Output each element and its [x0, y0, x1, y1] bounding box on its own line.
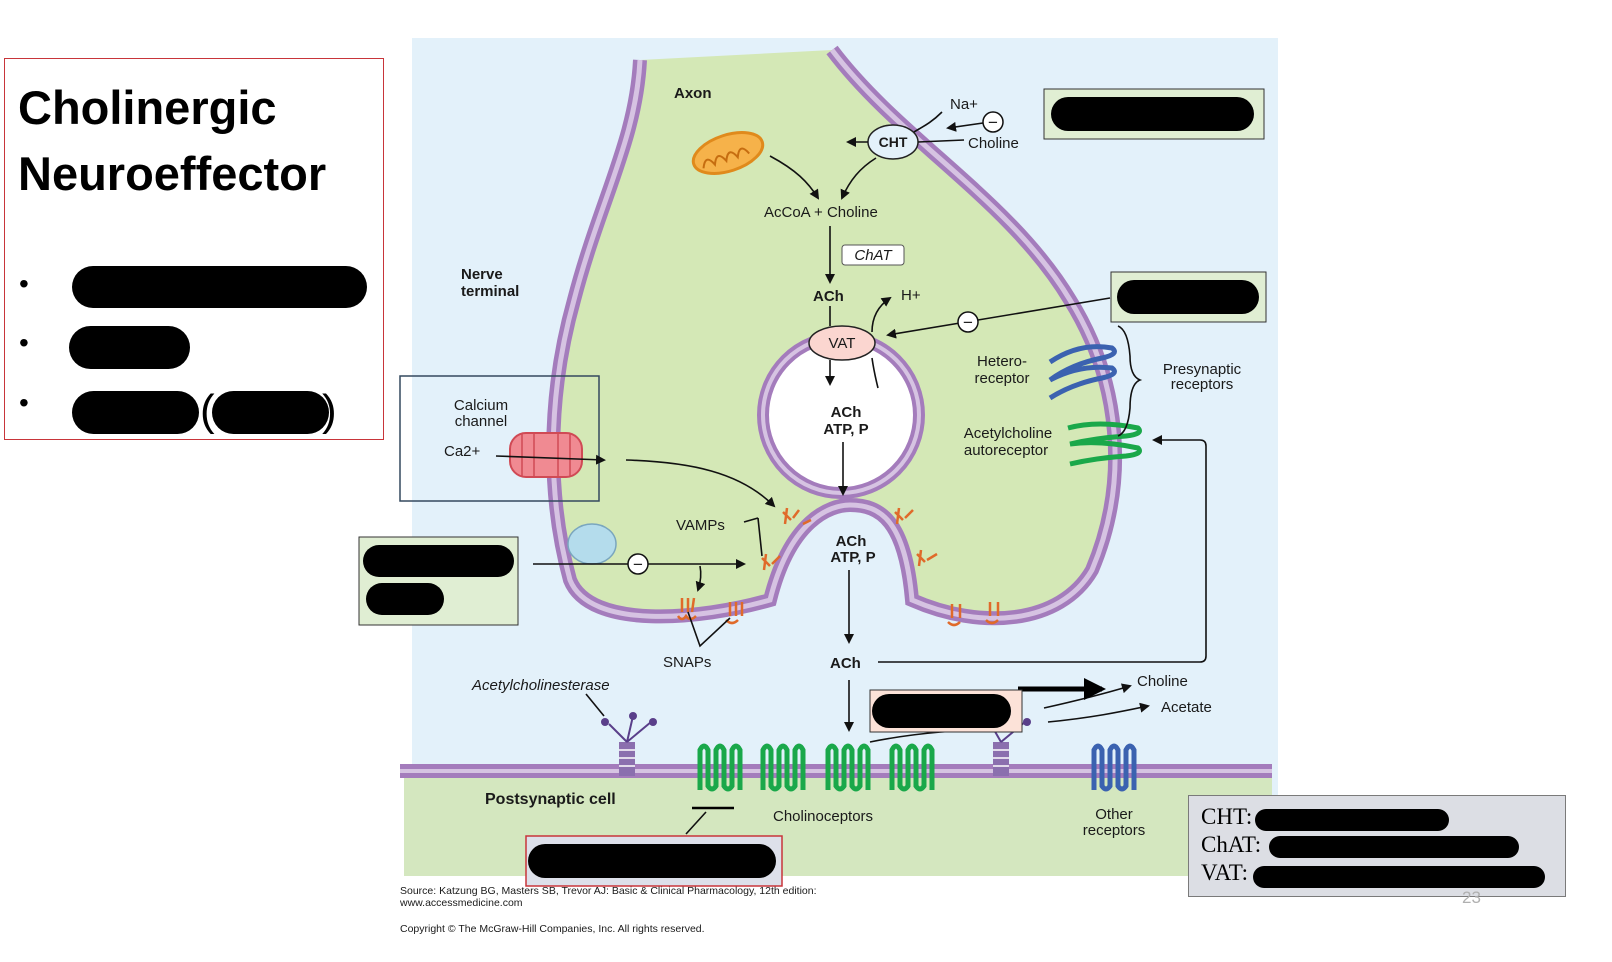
cholinoceptors [697, 743, 935, 792]
minus-1: − [988, 113, 998, 132]
legend-vat-redaction [1253, 866, 1545, 888]
bullet-2: • [19, 327, 29, 358]
title-box: Cholinergic Neuroeffector • • • [4, 58, 384, 440]
calcium-channel-label-1: Calcium [454, 397, 508, 414]
heteroreceptor-label-1: Hetero- [977, 353, 1027, 370]
calcium-channel-label-2: channel [455, 413, 508, 430]
vamps-label: VAMPs [676, 517, 725, 534]
h-plus-label: H+ [901, 287, 921, 304]
minus-3: − [633, 555, 643, 574]
nerve-terminal-label-2: terminal [461, 283, 519, 300]
ache-answer-redaction [872, 694, 1011, 728]
legend-chat-redaction [1269, 836, 1519, 858]
postsynaptic-cell-label: Postsynaptic cell [485, 791, 616, 808]
other-receptors-label-1: Other [1095, 806, 1133, 823]
vat-label: VAT [829, 335, 856, 352]
heteroreceptor-label-2: receptor [974, 370, 1029, 387]
legend-chat: ChAT: [1201, 832, 1262, 857]
minus-2: − [963, 313, 973, 332]
source-line-1: Source: Katzung BG, Masters SB, Trevor A… [400, 885, 817, 897]
na-label: Na+ [950, 96, 978, 113]
left-answer-redaction-1 [363, 545, 514, 577]
vat-transporter [808, 325, 876, 361]
source-line-2: www.accessmedicine.com [399, 897, 523, 909]
page-number: 23 [1462, 888, 1481, 907]
left-answer-redaction-2 [366, 583, 444, 615]
terminal-membrane-inner [550, 48, 1118, 621]
bottom-answer-redaction [528, 844, 776, 878]
acetylcholinesterase-enzyme [601, 712, 1031, 776]
pathway-arrows [495, 111, 1207, 835]
autoreceptor-label-2: autoreceptor [964, 442, 1048, 459]
bullet-3-redaction-b [212, 391, 329, 434]
bullet-3-paren-open: ( [200, 386, 215, 435]
slide-title: Cholinergic Neuroeffector [18, 75, 326, 207]
acetate-label: Acetate [1161, 699, 1212, 716]
autoreceptor-label-1: Acetylcholine [964, 425, 1052, 442]
presynaptic-label-1: Presynaptic [1163, 361, 1242, 378]
copyright-line: Copyright © The McGraw-Hill Companies, I… [400, 923, 705, 935]
legend-cht: CHT: [1201, 804, 1253, 829]
calcium-channel [509, 432, 583, 478]
receptor-sphere [567, 523, 617, 565]
minus-symbols [627, 111, 1004, 575]
choline-top-label: Choline [968, 135, 1019, 152]
acetylcholinesterase-label: Acetylcholinesterase [471, 677, 610, 694]
axon-label: Axon [674, 85, 712, 102]
presynaptic-label-2: receptors [1171, 376, 1234, 393]
bullet-2-redaction [69, 326, 190, 369]
bullet-1: • [19, 268, 29, 299]
heteroreceptor [1048, 344, 1117, 401]
choline-out-label: Choline [1137, 673, 1188, 690]
nerve-terminal-label-1: Nerve [461, 266, 503, 283]
slide-title-line-2: Neuroeffector [18, 147, 327, 200]
mitochondrion [691, 131, 765, 175]
acetylcholine-autoreceptor [1067, 421, 1142, 467]
bullet-3-paren-close: ) [322, 386, 337, 435]
snaps-label: SNAPs [663, 654, 711, 671]
other-receptors-shape [1091, 743, 1137, 792]
vat-answer-redaction [1117, 280, 1259, 314]
chat-enzyme-box [841, 244, 905, 266]
calcium-channel-box [399, 375, 600, 502]
bullet-3-redaction-a [72, 391, 199, 434]
cht-answer-redaction [1051, 97, 1254, 131]
ach-cleft-label: ACh [830, 655, 861, 672]
fusion-atp-label: ATP, P [830, 549, 875, 566]
abbreviation-legend: CHT: ChAT: VAT: [1188, 795, 1566, 897]
fusion-ach-label: ACh [836, 533, 867, 550]
slide-title-line-1: Cholinergic [18, 81, 277, 134]
other-receptors-label-2: receptors [1083, 822, 1146, 839]
chat-label: ChAT [854, 247, 893, 264]
vesicle-atp-label: ATP, P [823, 421, 868, 438]
legend-cht-redaction [1255, 809, 1449, 831]
legend-vat: VAT: [1201, 860, 1248, 885]
accoa-choline-label: AcCoA + Choline [764, 204, 878, 221]
vesicle-ach-label: ACh [831, 404, 862, 421]
ca2-label: Ca2+ [444, 443, 481, 460]
vamp-snap-proteins [676, 507, 1000, 627]
bullet-1-redaction [72, 266, 367, 308]
bullet-3: • [19, 387, 29, 418]
cholinoceptors-label: Cholinoceptors [773, 808, 873, 825]
cht-label: CHT [879, 134, 908, 150]
ach-top-label: ACh [813, 288, 844, 305]
